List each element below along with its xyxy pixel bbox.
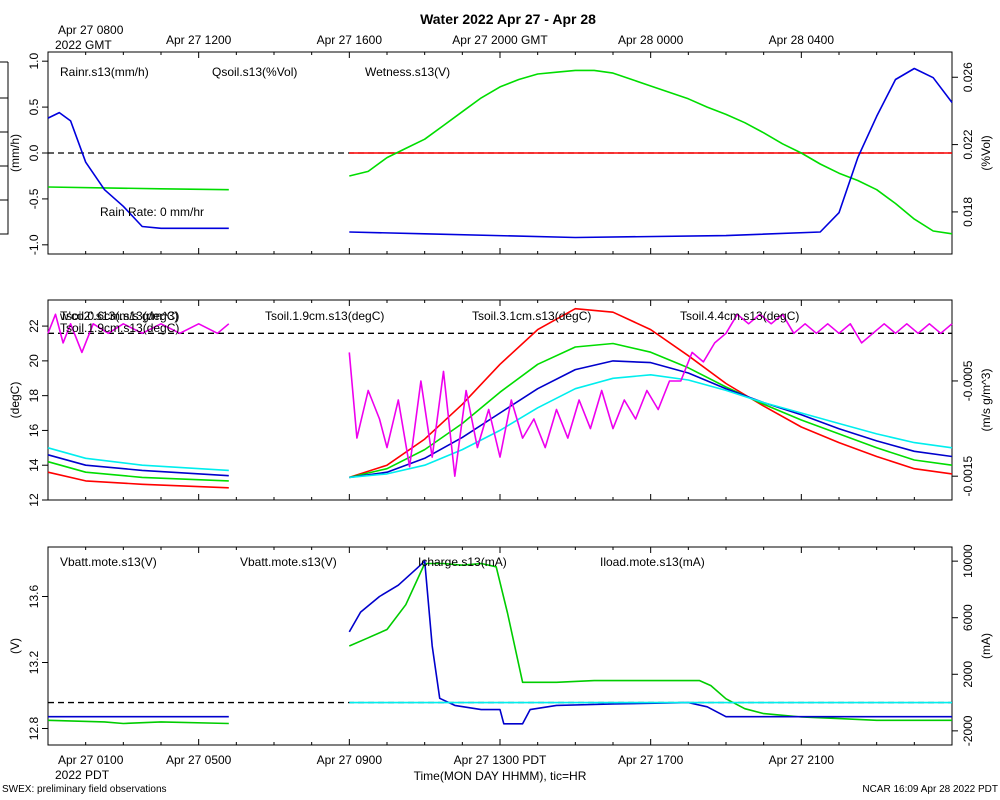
legend-entry: Rainr.s13(mm/h) <box>60 65 149 79</box>
series-line-Tsoil.0.6cm.s13(degC) <box>349 307 953 479</box>
series-line-w'co2'.s13(m/s g/m^3) <box>47 313 230 354</box>
left-tick-label: 13.6 <box>27 584 41 608</box>
series-line-Tsoil.3.1cm.s13(degC) <box>47 454 229 477</box>
left-tick-label: 16 <box>27 423 41 437</box>
top-time-label: Apr 28 0400 <box>769 33 835 47</box>
legend-entry: Tsoil.4.4cm.s13(degC) <box>680 309 799 323</box>
left-tick-label: -0.5 <box>27 188 41 209</box>
left-tick-label: 1.0 <box>27 53 41 70</box>
right-tick-label: -0.0005 <box>961 360 975 401</box>
legend-entry: Vbatt.mote.s13(V) <box>60 555 157 569</box>
top-time-label: Apr 27 1600 <box>317 33 383 47</box>
left-tick-label: 22 <box>27 319 41 333</box>
panel-2 <box>42 299 958 501</box>
legend-entry: Tsoil.0.6cm.s13(degC) <box>60 309 179 323</box>
right-tick-label: 0.018 <box>961 197 975 227</box>
series-line-Tsoil.0.6cm.s13(degC) <box>47 471 229 489</box>
left-tick-label: 12.8 <box>27 716 41 740</box>
rain-rate-annotation: Rain Rate: 0 mm/hr <box>100 205 204 219</box>
right-axis-title: (mA) <box>979 633 993 659</box>
left-tick-label: 18 <box>27 389 41 403</box>
footer-note: SWEX: preliminary field observations <box>2 784 167 795</box>
series-line-Wetness.s13(V) <box>47 111 229 230</box>
legend-entry-overlap: Tsoil.1.9cm.s13(degC) <box>60 321 179 335</box>
bottom-time-label: Apr 27 0500 <box>166 753 232 767</box>
top-time-label-first: Apr 27 0800 <box>58 23 124 37</box>
top-time-label-first-year: 2022 GMT <box>55 38 112 52</box>
legend-entry: Iload.mote.s13(mA) <box>600 555 705 569</box>
left-tick-label: 20 <box>27 354 41 368</box>
bottom-time-label: Apr 27 1300 PDT <box>454 753 547 767</box>
legend-entry: Qsoil.s13(%Vol) <box>212 65 297 79</box>
series-line-Qsoil.s13(%Vol) <box>47 186 229 191</box>
bottom-time-label: Apr 27 1700 <box>618 753 684 767</box>
top-time-label: Apr 27 2000 GMT <box>452 33 548 47</box>
legend-entry: w'co2'.s13(m/s g/m^3) <box>59 309 178 323</box>
right-tick-label: 0.022 <box>961 129 975 159</box>
legend-entry: Vbatt.mote.s13(V) <box>240 555 337 569</box>
chart-title: Water 2022 Apr 27 - Apr 28 <box>420 11 596 27</box>
series-line-Wetness.s13(V) <box>349 67 953 239</box>
bottom-time-label: Apr 27 2100 <box>769 753 835 767</box>
left-tick-label: 0.5 <box>27 98 41 115</box>
bottom-time-label: Apr 27 0900 <box>317 753 383 767</box>
series-line-Vbatt.mote.s13(V) <box>47 719 229 725</box>
left-tick-label: 12 <box>27 493 41 507</box>
legend-entry: Wetness.s13(V) <box>365 65 450 79</box>
panel-3 <box>42 546 958 746</box>
legend-box-fragment <box>0 61 9 235</box>
left-tick-label: 0.0 <box>27 144 41 161</box>
footer-timestamp: NCAR 16:09 Apr 28 2022 PDT <box>862 784 998 795</box>
x-axis-label: Time(MON DAY HHMM), tic=HR <box>414 769 587 783</box>
series-line-Icharge.s13(mA) <box>348 560 952 725</box>
legend-entry: Icharge.s13(mA) <box>418 555 507 569</box>
right-tick-label: 10000 <box>961 544 975 578</box>
left-tick-label: -1.0 <box>27 234 41 255</box>
right-tick-label: -0.0015 <box>961 456 975 497</box>
bottom-time-label-first-year: 2022 PDT <box>55 768 110 782</box>
panel-1 <box>42 51 958 255</box>
series-line-Tsoil.3.1cm.s13(degC) <box>349 360 953 479</box>
right-axis-title: (m/s g/m^3) <box>979 369 993 432</box>
panel-frame <box>47 546 953 746</box>
top-time-label: Apr 27 1200 <box>166 33 232 47</box>
legend-entry: Tsoil.1.9cm.s13(degC) <box>265 309 384 323</box>
bottom-time-label-first: Apr 27 0100 <box>58 753 124 767</box>
right-axis-title: (%Vol) <box>979 135 993 170</box>
right-tick-label: 2000 <box>961 661 975 688</box>
right-tick-label: -2000 <box>961 715 975 746</box>
series-line-Tsoil.1.9cm.s13(degC) <box>47 460 229 482</box>
series-line-Tsoil.1.9cm.s13(degC) <box>349 342 953 479</box>
series-line-w'co2'.s13(m/s g/m^3) <box>348 313 953 477</box>
right-tick-label: 0.026 <box>961 62 975 92</box>
series-line-Vbatt.mote.s13(V) <box>348 562 952 722</box>
top-time-label: Apr 28 0000 <box>618 33 684 47</box>
series-line-Tsoil.4.4cm.s13(degC) <box>349 374 953 479</box>
left-tick-label: 13.2 <box>27 650 41 674</box>
right-tick-label: 6000 <box>961 604 975 631</box>
left-axis-title: (degC) <box>8 382 22 419</box>
series-line-Tsoil.4.4cm.s13(degC) <box>47 447 229 472</box>
series-line-Qsoil.s13(%Vol) <box>349 69 953 235</box>
panel-frame <box>47 299 953 501</box>
left-axis-title: (mm/h) <box>8 134 22 172</box>
left-tick-label: 14 <box>27 458 41 472</box>
left-axis-title: (V) <box>8 638 22 654</box>
legend-entry: Tsoil.3.1cm.s13(degC) <box>472 309 591 323</box>
